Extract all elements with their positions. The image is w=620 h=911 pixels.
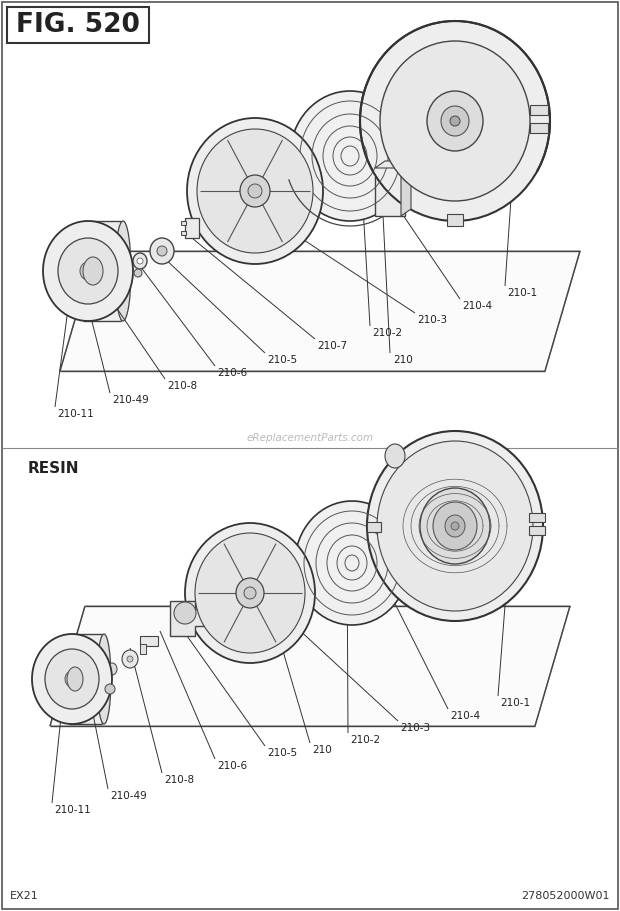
Bar	[83, 221, 121, 321]
Text: 210-6: 210-6	[217, 761, 247, 771]
Text: 210: 210	[312, 745, 332, 755]
Ellipse shape	[115, 221, 131, 321]
Bar	[375, 176, 405, 216]
Text: 210-4: 210-4	[450, 711, 480, 721]
Bar	[529, 513, 545, 522]
Ellipse shape	[295, 501, 409, 625]
Bar	[185, 218, 199, 238]
Ellipse shape	[445, 515, 465, 537]
Text: 210-6: 210-6	[217, 368, 247, 378]
Bar	[140, 644, 146, 654]
Bar	[367, 522, 381, 532]
Ellipse shape	[174, 602, 196, 624]
Bar	[530, 123, 548, 133]
Text: eReplacementParts.com: eReplacementParts.com	[246, 433, 374, 443]
Text: 210-3: 210-3	[400, 723, 430, 733]
Bar	[181, 231, 186, 235]
Ellipse shape	[187, 118, 323, 264]
Text: 210-2: 210-2	[372, 328, 402, 338]
Text: 210-8: 210-8	[164, 775, 194, 785]
Text: FIG. 520: FIG. 520	[16, 12, 140, 38]
Bar	[447, 214, 463, 226]
Bar	[7, 7, 149, 43]
Text: 210-1: 210-1	[500, 698, 530, 708]
Ellipse shape	[433, 502, 477, 550]
Text: 210-49: 210-49	[112, 395, 149, 405]
Ellipse shape	[122, 650, 138, 668]
Text: 210-1: 210-1	[507, 288, 537, 298]
Ellipse shape	[134, 269, 142, 277]
Polygon shape	[60, 251, 580, 371]
Bar	[529, 526, 545, 535]
Text: 210-8: 210-8	[167, 381, 197, 391]
Ellipse shape	[248, 184, 262, 198]
Polygon shape	[401, 161, 411, 216]
Ellipse shape	[441, 106, 469, 136]
Ellipse shape	[451, 522, 459, 530]
Polygon shape	[375, 161, 411, 168]
Ellipse shape	[244, 587, 256, 599]
Bar	[181, 221, 186, 225]
Ellipse shape	[105, 684, 115, 694]
Ellipse shape	[450, 116, 460, 126]
Text: 210-11: 210-11	[54, 805, 91, 815]
Ellipse shape	[65, 671, 79, 687]
Ellipse shape	[32, 634, 112, 724]
Ellipse shape	[240, 175, 270, 207]
Text: EX21: EX21	[10, 891, 38, 901]
Ellipse shape	[133, 253, 147, 269]
Ellipse shape	[380, 41, 530, 201]
Text: 210: 210	[393, 355, 413, 365]
Polygon shape	[170, 601, 210, 636]
Ellipse shape	[385, 444, 405, 468]
Text: 210-11: 210-11	[57, 409, 94, 419]
Ellipse shape	[195, 533, 305, 653]
Ellipse shape	[83, 257, 103, 285]
Ellipse shape	[290, 91, 410, 221]
Ellipse shape	[367, 431, 543, 621]
Text: 210-5: 210-5	[267, 748, 297, 758]
Ellipse shape	[58, 238, 118, 304]
Ellipse shape	[127, 656, 133, 662]
Ellipse shape	[137, 258, 143, 264]
Ellipse shape	[236, 578, 264, 608]
Bar	[377, 168, 403, 176]
Ellipse shape	[150, 238, 174, 264]
Ellipse shape	[43, 221, 133, 321]
Text: 210-5: 210-5	[267, 355, 297, 365]
Ellipse shape	[45, 649, 99, 709]
Text: 210-4: 210-4	[462, 301, 492, 311]
Bar	[140, 636, 158, 646]
Text: 210-3: 210-3	[417, 315, 447, 325]
Bar	[69, 634, 102, 724]
Ellipse shape	[97, 634, 111, 724]
Text: 210-2: 210-2	[350, 735, 380, 745]
Ellipse shape	[80, 262, 96, 280]
Ellipse shape	[185, 523, 315, 663]
Text: 210-7: 210-7	[317, 341, 347, 351]
Text: 210-49: 210-49	[110, 791, 147, 801]
Ellipse shape	[377, 441, 533, 611]
Ellipse shape	[197, 129, 313, 253]
Bar	[530, 105, 548, 115]
Text: RESIN: RESIN	[28, 461, 79, 476]
Ellipse shape	[67, 667, 83, 691]
Ellipse shape	[157, 246, 167, 256]
Ellipse shape	[420, 488, 490, 564]
Text: 278052000W01: 278052000W01	[521, 891, 610, 901]
Ellipse shape	[427, 91, 483, 151]
Ellipse shape	[107, 663, 117, 675]
Polygon shape	[50, 606, 570, 726]
Ellipse shape	[360, 21, 550, 221]
